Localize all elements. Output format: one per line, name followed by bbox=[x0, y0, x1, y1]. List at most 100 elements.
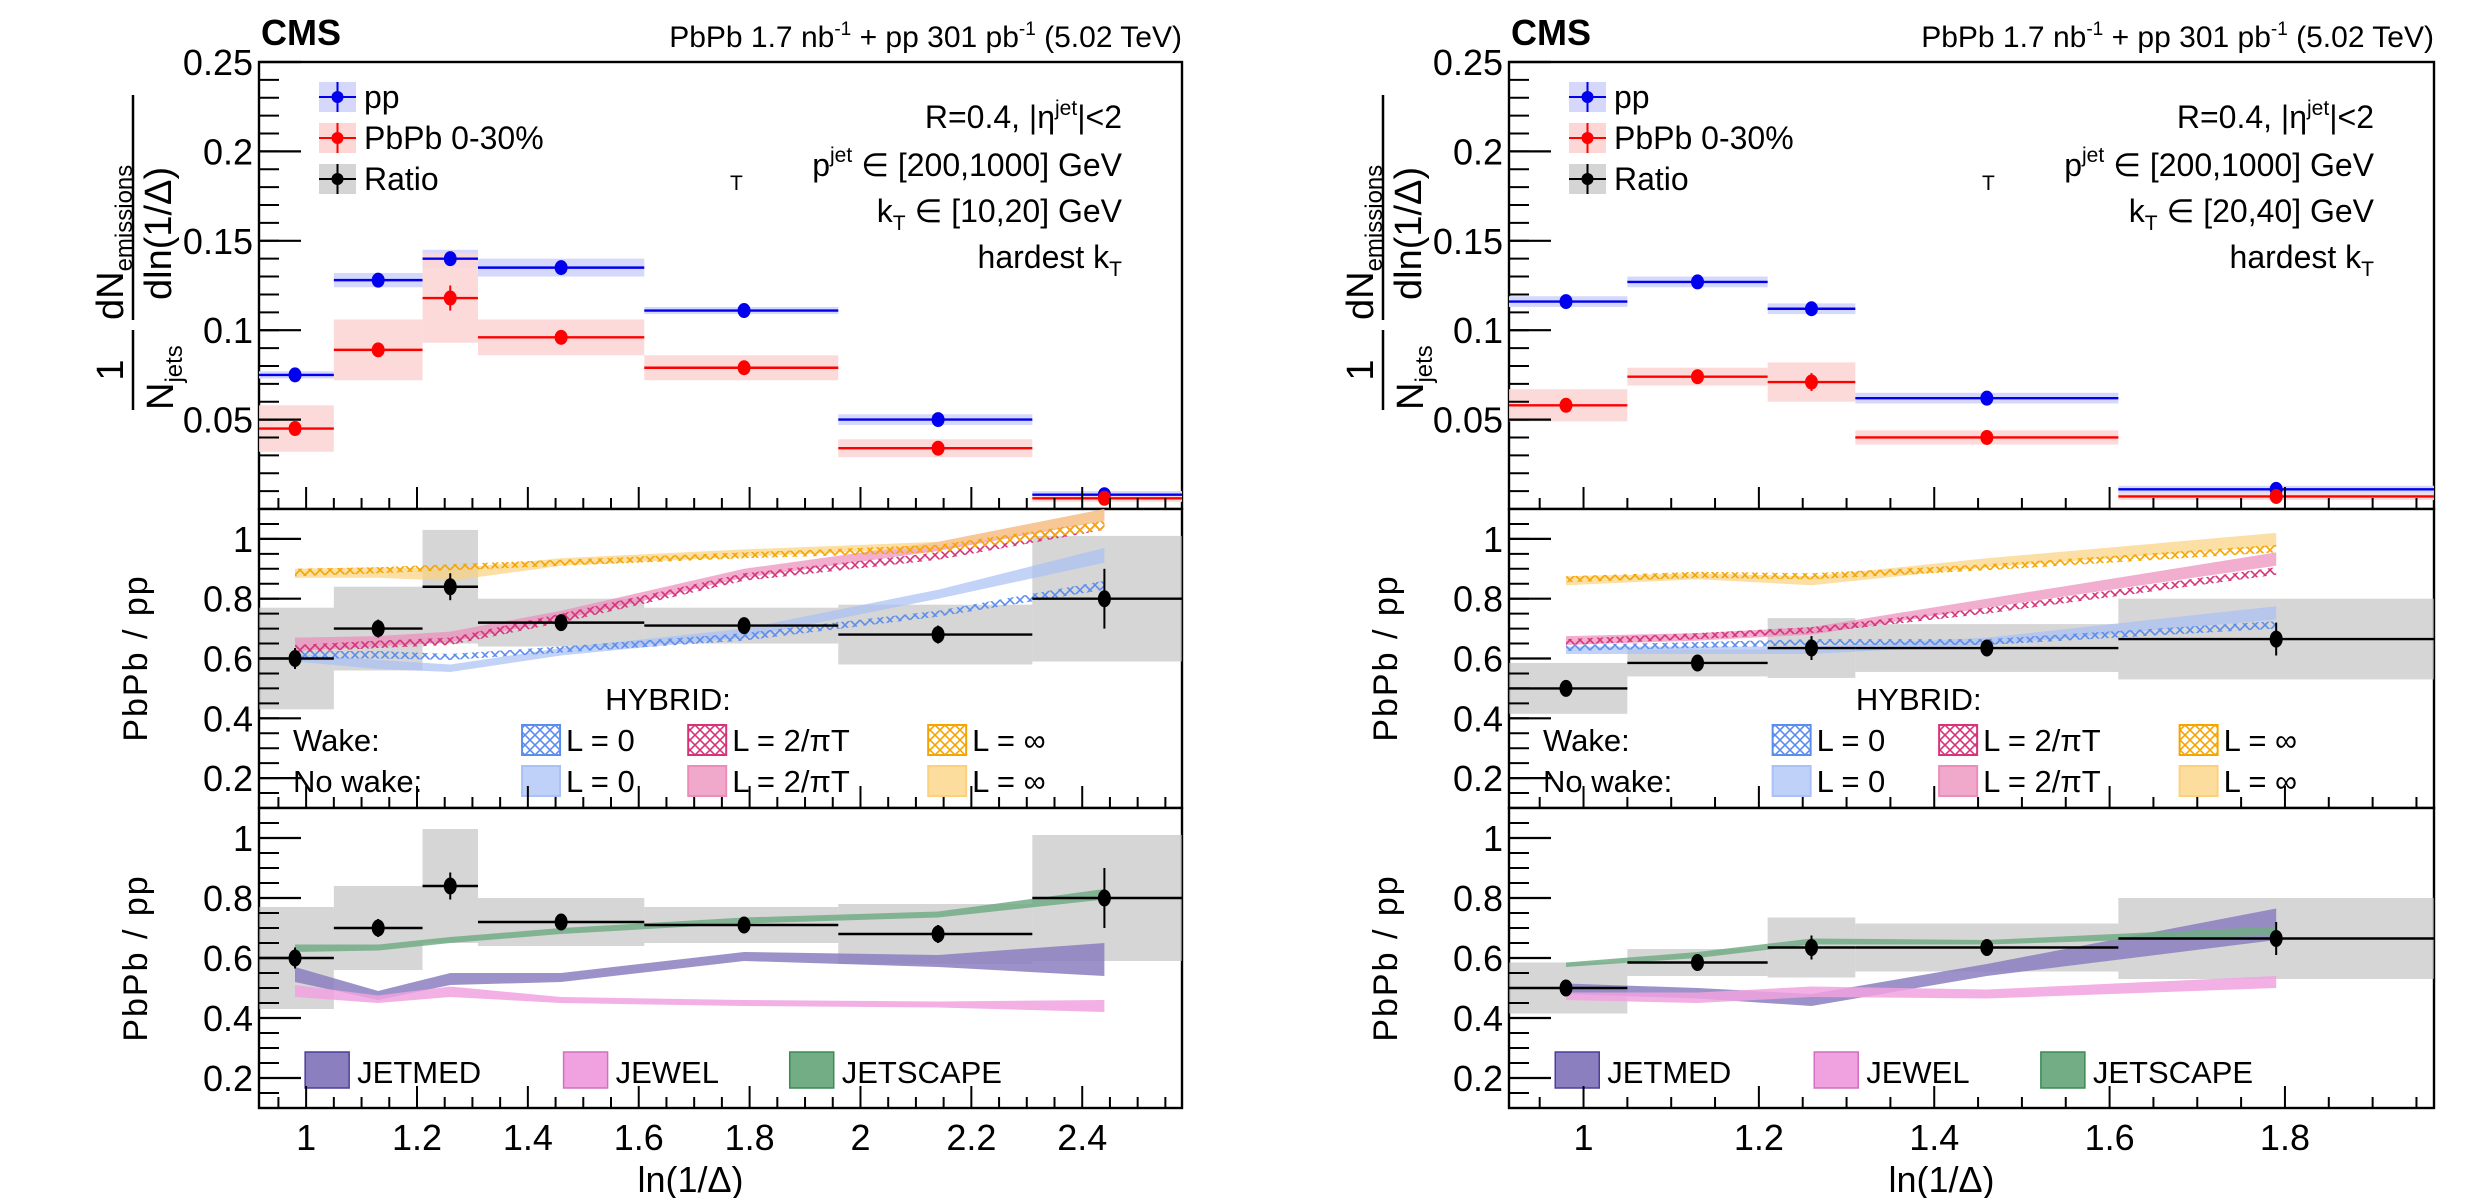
legend-swatch-jetscape bbox=[2040, 1051, 2086, 1089]
x-tick-label: 1.4 bbox=[1909, 1117, 1959, 1158]
y-tick-label: 0.2 bbox=[203, 758, 253, 799]
legend-item-nowake: L = ∞ bbox=[972, 764, 1046, 799]
bottom-axes: 0.2 0.4 0.6 0.8 1 bbox=[203, 818, 1167, 1108]
ratio-point bbox=[1559, 979, 1573, 997]
legend-row-label: No wake: bbox=[1543, 764, 1672, 799]
y-tick-label: 0.15 bbox=[1433, 221, 1503, 262]
annotation-kt-range: kT ∈ [20,40] GeV bbox=[2129, 193, 2375, 235]
ylabel-one: 1 bbox=[90, 359, 132, 380]
annot-text: R=0.4, |η bbox=[2177, 99, 2307, 135]
ylabel-n: N bbox=[140, 383, 182, 410]
legend-item-nowake: L = 0 bbox=[566, 764, 635, 799]
ylabel-dln: dln(1/Δ) bbox=[1388, 167, 1430, 300]
legend-marker bbox=[331, 132, 344, 144]
legend-swatch-fill bbox=[2178, 765, 2219, 797]
annot-text: |<2 bbox=[1077, 99, 1122, 135]
hybrid-legend: HYBRID: Wake: No wake: L = 0 L = 0 L = 2/πT L … bbox=[1543, 682, 2297, 799]
legend-swatch-fill bbox=[927, 765, 968, 797]
legend-item-nowake: L = 2/πT bbox=[1983, 764, 2101, 799]
annotation-hardest-kt: hardest kT bbox=[2230, 239, 2375, 281]
legend-item-jewel: JEWEL bbox=[616, 1055, 719, 1090]
ylabel-n: N bbox=[1390, 383, 1432, 410]
annot-text: k bbox=[877, 193, 894, 229]
legend-swatch-hatch bbox=[1771, 724, 1812, 756]
ratio-point bbox=[1559, 679, 1573, 697]
legend-swatch-jetmed bbox=[304, 1051, 350, 1089]
plot-right: CMS PbPb 1.7 nb-1 + pp 301 pb-1 (5.02 TeV… bbox=[1340, 12, 2436, 1198]
legend-row-label: Wake: bbox=[293, 723, 380, 758]
legend-swatch-jetmed bbox=[1554, 1051, 1600, 1089]
hybrid-legend-title: HYBRID: bbox=[1856, 682, 1982, 717]
annotation-jet-radius-eta: R=0.4, |ηjet|<2 bbox=[925, 97, 1122, 135]
model-band-hybrid-wake-l- bbox=[295, 521, 1105, 577]
ratio-point bbox=[2269, 630, 2283, 648]
x-tick-label: 1.4 bbox=[503, 1117, 553, 1158]
lumi-pbpb-sup: -1 bbox=[834, 19, 851, 40]
legend-item-jetmed: JETMED bbox=[357, 1055, 481, 1090]
x-axis-title: ln(1/Δ) bbox=[637, 1159, 743, 1198]
data-point bbox=[1804, 301, 1818, 317]
ratio-point bbox=[1804, 639, 1818, 657]
y-tick-label: 0.4 bbox=[203, 698, 253, 739]
data-point bbox=[1980, 390, 1994, 406]
lumi-pp: + pp 301 pb bbox=[2103, 21, 2271, 54]
legend-swatch-fill bbox=[1938, 765, 1979, 797]
bottom-y-axis-title: PbPb / pp bbox=[1367, 874, 1405, 1041]
annot-text: |<2 bbox=[2329, 99, 2374, 135]
legend-label: PbPb 0-30% bbox=[364, 120, 544, 156]
data-point bbox=[288, 421, 302, 437]
lumi-pbpb-sup: -1 bbox=[2086, 19, 2103, 40]
ylabel-dln: dln(1/Δ) bbox=[138, 167, 180, 300]
data-point bbox=[554, 329, 568, 345]
legend-swatch-jewel bbox=[562, 1051, 609, 1089]
model-band-hybrid-wake-l-0 bbox=[295, 580, 1105, 660]
y-tick-label: 0.05 bbox=[1433, 400, 1503, 441]
x-tick-label: 2.4 bbox=[1057, 1117, 1107, 1158]
model-band-jewel bbox=[295, 985, 1105, 1012]
cms-label: CMS bbox=[1511, 12, 1591, 53]
legend-label: PbPb 0-30% bbox=[1614, 120, 1794, 156]
ylabel-dn-emissions: dNemissions bbox=[1340, 165, 1388, 320]
ratio-points bbox=[1509, 922, 2434, 997]
ylabel-dn: dN bbox=[90, 271, 132, 320]
model-band-hybrid-no-wake-l-2-t bbox=[1566, 552, 2277, 645]
hybrid-models bbox=[1566, 532, 2277, 654]
ylabel-dn-emissions: dNemissions bbox=[90, 165, 138, 320]
legend-item-nowake: L = 0 bbox=[1817, 764, 1886, 799]
series-pbpb-points bbox=[259, 285, 1182, 506]
y-tick-label: 0.8 bbox=[203, 579, 253, 620]
y-tick-label: 0.2 bbox=[1453, 1058, 1503, 1099]
model-band-jetscape bbox=[295, 889, 1105, 952]
bottom-panel: JETMED JEWEL JETSCAPE bbox=[1507, 806, 2436, 1110]
x-tick-label: 1 bbox=[1574, 1117, 1594, 1158]
data-point bbox=[1804, 374, 1818, 390]
data-point bbox=[931, 412, 945, 428]
legend-item-jetscape: JETSCAPE bbox=[842, 1055, 1002, 1090]
annotation-kt-range: kT ∈ [10,20] GeV bbox=[877, 193, 1123, 235]
y-tick-label: 1 bbox=[1483, 818, 1503, 859]
y-tick-label: 0.8 bbox=[1453, 878, 1503, 919]
annot-sup: jet bbox=[1054, 97, 1077, 120]
ratio-point bbox=[931, 925, 945, 943]
annot-text: R=0.4, |η bbox=[925, 99, 1055, 135]
y-tick-label: 0.1 bbox=[1453, 310, 1503, 351]
data-point bbox=[443, 251, 457, 267]
bottom-panel: JETMED JEWEL JETSCAPE bbox=[257, 806, 1184, 1110]
legend-swatch-jewel bbox=[1813, 1051, 1859, 1089]
ratio-point bbox=[443, 877, 457, 895]
y-tick-label: 0.6 bbox=[203, 639, 253, 680]
ylabel-jets-sub: jets bbox=[161, 345, 188, 383]
x-axis-labels: 1 1.2 1.4 1.6 1.8 2 2.2 2.4 ln(1/Δ) bbox=[296, 1117, 1107, 1198]
x-axis-title: ln(1/Δ) bbox=[1888, 1159, 1994, 1198]
annot-sup: jet bbox=[829, 144, 852, 167]
y-tick-label: 0.2 bbox=[203, 131, 253, 172]
data-legend: pp PbPb 0-30% Ratio bbox=[319, 79, 544, 197]
ratio-point bbox=[443, 578, 457, 596]
lumi-pp: + pp 301 pb bbox=[851, 21, 1019, 54]
series-pbpb-points bbox=[1509, 369, 2434, 504]
annot-sub: T bbox=[1982, 172, 1995, 195]
luminosity-label: PbPb 1.7 nb-1 + pp 301 pb-1 (5.02 TeV) bbox=[1921, 19, 2434, 54]
